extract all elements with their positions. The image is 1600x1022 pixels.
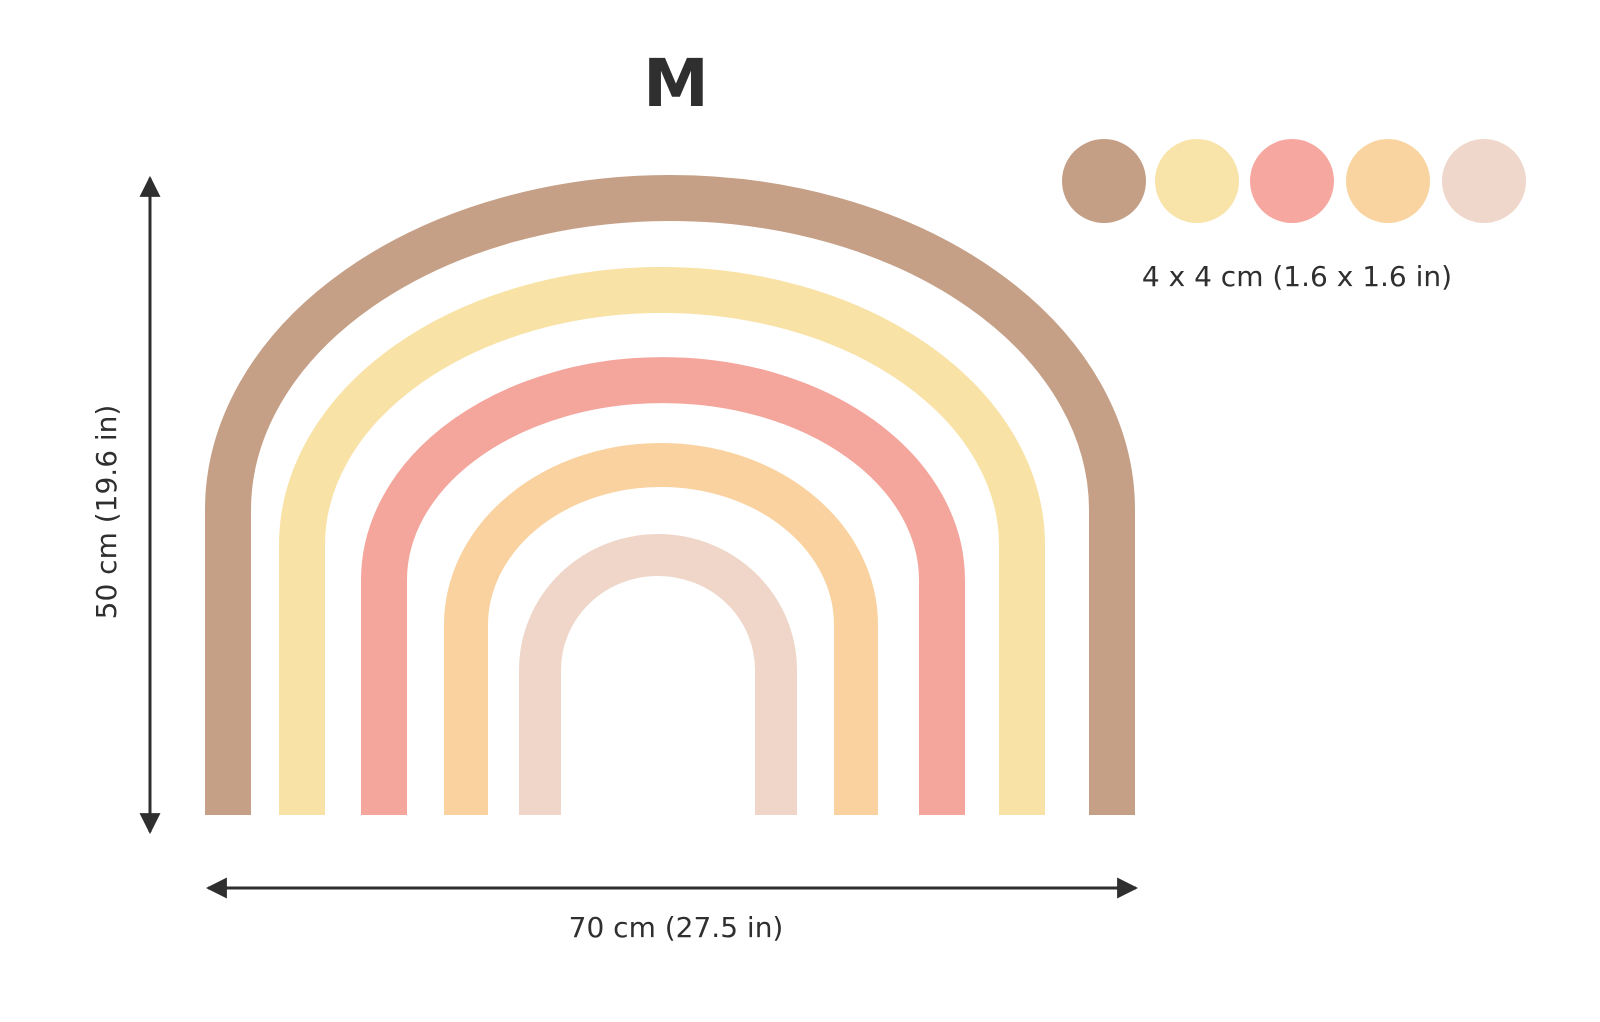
dot — [1062, 139, 1146, 223]
dot — [1346, 139, 1430, 223]
dots — [1062, 139, 1526, 223]
height-label: 50 cm (19.6 in) — [90, 405, 123, 620]
dot — [1155, 139, 1239, 223]
dots-label: 4 x 4 cm (1.6 x 1.6 in) — [1142, 260, 1452, 293]
arc-brown — [205, 175, 1135, 815]
arc-yellow — [279, 267, 1045, 815]
dot — [1442, 139, 1526, 223]
arc-peach — [444, 443, 878, 815]
size-title: M — [643, 45, 709, 122]
rainbow — [205, 175, 1135, 815]
arc-pink — [361, 357, 965, 815]
arc-light — [519, 534, 797, 815]
dot — [1250, 139, 1334, 223]
width-label: 70 cm (27.5 in) — [569, 911, 784, 944]
